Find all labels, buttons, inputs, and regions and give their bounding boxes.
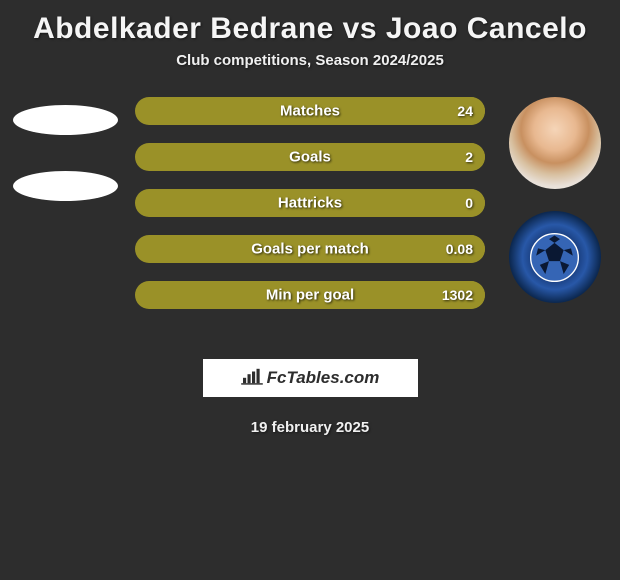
stat-bar-right-value: 0.08 [446,241,473,257]
watermark-text: FcTables.com [267,368,380,388]
right-player-column [497,97,612,303]
page-subtitle: Club competitions, Season 2024/2025 [0,52,620,97]
stat-bar-label: Goals [289,149,331,166]
right-club-logo [509,211,601,303]
stat-bar-right-value: 24 [457,103,473,119]
left-club-placeholder [13,171,118,201]
comparison-area: Matches 24 Goals 2 Hattricks 0 Goals per match… [0,97,620,337]
stat-bar-row: Matches 24 [135,97,485,125]
stat-bar-row: Goals 2 [135,143,485,171]
stat-bar-row: Min per goal 1302 [135,281,485,309]
stat-bar-label: Hattricks [278,195,342,212]
stat-bar-right-value: 0 [465,195,473,211]
stat-bar-label: Goals per match [251,241,369,258]
stat-bars: Matches 24 Goals 2 Hattricks 0 Goals per match… [135,97,485,309]
stat-bar-row: Goals per match 0.08 [135,235,485,263]
stat-bar-label: Min per goal [266,287,354,304]
watermark: FcTables.com [203,359,418,397]
stat-bar-right-fill [310,143,485,171]
left-player-column [8,97,123,201]
stat-bar-right-value: 2 [465,149,473,165]
right-player-avatar [509,97,601,189]
stat-bar-label: Matches [280,103,340,120]
left-player-placeholder [13,105,118,135]
page-title: Abdelkader Bedrane vs Joao Cancelo [0,0,620,52]
football-icon [527,230,582,285]
bar-chart-icon [241,367,263,390]
date-label: 19 february 2025 [0,419,620,436]
stat-bar-row: Hattricks 0 [135,189,485,217]
stat-bar-right-value: 1302 [442,287,473,303]
